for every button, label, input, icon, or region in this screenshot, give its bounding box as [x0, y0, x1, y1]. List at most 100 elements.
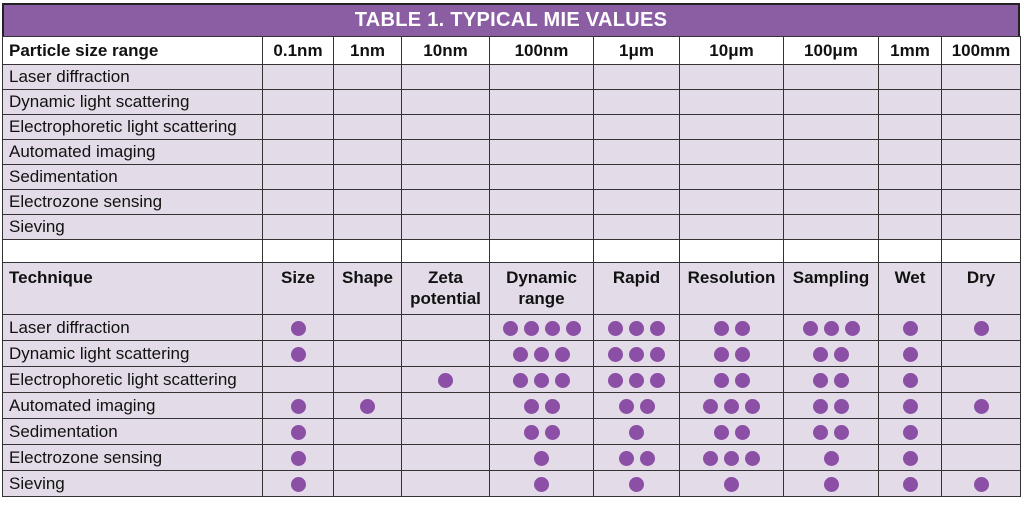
- size-range-cell: [679, 64, 784, 90]
- rating-dots: [724, 476, 739, 492]
- size-column-header: 100mm: [941, 36, 1021, 65]
- size-range-cell: [941, 139, 1021, 165]
- rating-dot-icon: [534, 372, 549, 388]
- size-range-cell: [783, 114, 879, 140]
- technique-header-row: Technique Size Shape Zeta potential Dynamic …: [2, 262, 1021, 315]
- size-column-header: 100nm: [489, 36, 594, 65]
- rating-dots: [902, 450, 918, 466]
- rating-dots: [973, 398, 989, 414]
- rating-dot-icon: [290, 476, 306, 492]
- rating-dots: [608, 372, 665, 388]
- rating-cell: [593, 314, 680, 341]
- rating-cell: [262, 314, 334, 341]
- rating-dot-icon: [713, 372, 729, 388]
- rating-cell: [262, 392, 334, 419]
- mie-table: Particle size range 0.1nm 1nm 10nm 100nm 1μm 1…: [2, 36, 1021, 497]
- size-range-cell: [593, 189, 680, 215]
- rating-cell: [679, 418, 784, 445]
- size-range-cell: [878, 64, 942, 90]
- size-range-row-electrozone-sensing: Electrozone sensing: [2, 189, 1021, 215]
- technique-row-laser-diffraction: Laser diffraction: [2, 314, 1021, 341]
- size-range-cell: [489, 189, 594, 215]
- rating-dots: [618, 398, 655, 414]
- rating-dots: [608, 346, 665, 362]
- rating-dots: [629, 476, 644, 492]
- size-range-cell: [783, 164, 879, 190]
- rating-dot-icon: [813, 424, 828, 440]
- technique-name: Laser diffraction: [2, 64, 263, 90]
- rating-dot-icon: [608, 320, 623, 336]
- rating-dots: [813, 398, 849, 414]
- size-range-cell: [333, 214, 402, 240]
- rating-dot-icon: [724, 450, 739, 466]
- rating-dots: [608, 320, 665, 336]
- rating-dots: [703, 398, 760, 414]
- size-range-cell: [679, 89, 784, 115]
- attribute-column-header-dry: Dry: [941, 262, 1021, 315]
- rating-dot-icon: [650, 372, 665, 388]
- rating-dot-icon: [734, 346, 750, 362]
- technique-name: Electrozone sensing: [2, 189, 263, 215]
- size-range-cell: [679, 164, 784, 190]
- rating-cell: [333, 340, 402, 367]
- size-range-cell: [262, 89, 334, 115]
- size-range-cell: [593, 89, 680, 115]
- size-range-row-electrophoretic-light-scattering: Electrophoretic light scattering: [2, 114, 1021, 140]
- size-range-cell: [941, 114, 1021, 140]
- rating-dot-icon: [639, 450, 655, 466]
- size-range-header-label: Particle size range: [2, 36, 263, 65]
- rating-dot-icon: [973, 320, 989, 336]
- rating-dots: [813, 424, 849, 440]
- rating-dots: [813, 372, 849, 388]
- rating-cell: [333, 366, 402, 393]
- size-range-cell: [593, 114, 680, 140]
- size-range-cell: [593, 64, 680, 90]
- attribute-column-header-dynamic-range: Dynamic range: [489, 262, 594, 315]
- technique-name: Dynamic light scattering: [2, 340, 263, 367]
- size-range-cell: [941, 189, 1021, 215]
- rating-cell: [878, 444, 942, 471]
- rating-dot-icon: [618, 398, 634, 414]
- rating-dots: [703, 450, 760, 466]
- size-range-section: Particle size range 0.1nm 1nm 10nm 100nm 1μm 1…: [2, 36, 1021, 240]
- size-column-header: 1μm: [593, 36, 680, 65]
- rating-cell: [489, 418, 594, 445]
- size-range-cell: [262, 139, 334, 165]
- rating-dot-icon: [290, 346, 306, 362]
- size-range-cell: [333, 89, 402, 115]
- size-range-cell: [878, 139, 942, 165]
- rating-dots: [523, 398, 560, 414]
- size-range-cell: [262, 64, 334, 90]
- spacer-row: [2, 239, 1021, 263]
- size-range-cell: [262, 214, 334, 240]
- rating-cell: [679, 314, 784, 341]
- rating-cell: [333, 444, 402, 471]
- rating-cell: [593, 392, 680, 419]
- rating-dots: [813, 346, 849, 362]
- rating-dot-icon: [973, 476, 989, 492]
- rating-dots: [534, 476, 549, 492]
- size-range-cell: [262, 164, 334, 190]
- size-range-cell: [679, 114, 784, 140]
- rating-cell: [262, 418, 334, 445]
- rating-dots: [290, 476, 306, 492]
- rating-cell: [941, 444, 1021, 471]
- rating-dot-icon: [544, 424, 560, 440]
- rating-cell: [783, 418, 879, 445]
- technique-name: Automated imaging: [2, 392, 263, 419]
- rating-dots: [902, 398, 918, 414]
- rating-dots: [629, 424, 644, 440]
- attribute-column-header-rapid: Rapid: [593, 262, 680, 315]
- rating-dots: [360, 398, 375, 414]
- size-range-cell: [333, 114, 402, 140]
- size-column-header: 100μm: [783, 36, 879, 65]
- technique-name: Laser diffraction: [2, 314, 263, 341]
- rating-cell: [489, 366, 594, 393]
- rating-dot-icon: [902, 398, 918, 414]
- rating-dot-icon: [360, 398, 375, 414]
- rating-cell: [941, 392, 1021, 419]
- technique-name: Sedimentation: [2, 164, 263, 190]
- size-range-cell: [401, 64, 490, 90]
- size-column-header: 1nm: [333, 36, 402, 65]
- rating-dot-icon: [534, 450, 549, 466]
